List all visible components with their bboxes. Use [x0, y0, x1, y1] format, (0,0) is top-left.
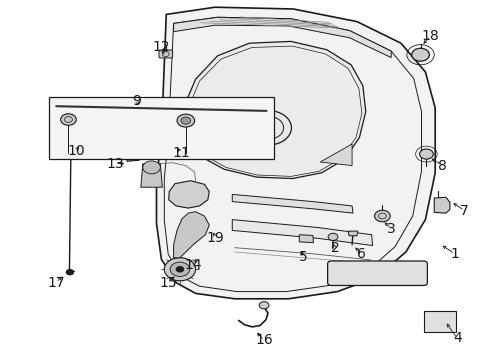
- Circle shape: [61, 114, 76, 125]
- Polygon shape: [168, 181, 209, 208]
- Text: 17: 17: [47, 276, 65, 289]
- Circle shape: [244, 111, 291, 145]
- Text: 9: 9: [132, 94, 141, 108]
- Circle shape: [177, 114, 194, 127]
- Text: K: K: [263, 123, 269, 131]
- Polygon shape: [232, 194, 352, 213]
- Polygon shape: [178, 41, 365, 179]
- Text: 10: 10: [67, 144, 84, 158]
- Text: 12: 12: [152, 40, 170, 54]
- Polygon shape: [173, 212, 209, 258]
- Circle shape: [142, 161, 160, 174]
- Circle shape: [411, 48, 428, 61]
- Polygon shape: [320, 144, 351, 166]
- Text: 13: 13: [106, 157, 123, 171]
- Circle shape: [127, 155, 134, 160]
- Text: 5: 5: [298, 251, 307, 264]
- Circle shape: [66, 269, 74, 275]
- Polygon shape: [299, 235, 313, 243]
- Text: 11: 11: [172, 146, 189, 160]
- Bar: [424, 311, 455, 332]
- Circle shape: [419, 149, 432, 159]
- Text: 4: 4: [452, 332, 461, 345]
- Polygon shape: [156, 7, 434, 299]
- Polygon shape: [433, 197, 449, 213]
- Polygon shape: [173, 17, 390, 58]
- Text: 14: 14: [184, 258, 202, 271]
- Text: 8: 8: [437, 159, 446, 172]
- Circle shape: [181, 117, 190, 124]
- Text: 18: 18: [421, 29, 438, 43]
- Polygon shape: [141, 164, 162, 187]
- Polygon shape: [126, 154, 139, 161]
- Circle shape: [259, 302, 268, 309]
- Circle shape: [374, 210, 389, 222]
- Polygon shape: [347, 231, 357, 236]
- Circle shape: [176, 266, 183, 272]
- Circle shape: [164, 258, 195, 281]
- FancyBboxPatch shape: [327, 261, 427, 285]
- Text: 3: 3: [386, 222, 395, 235]
- Text: 6: 6: [357, 247, 366, 261]
- Text: 2: 2: [330, 242, 339, 255]
- Bar: [49, 97, 273, 159]
- Text: 15: 15: [160, 276, 177, 289]
- Circle shape: [170, 262, 189, 276]
- Circle shape: [327, 233, 337, 240]
- Text: 19: 19: [206, 231, 224, 244]
- FancyBboxPatch shape: [159, 50, 172, 58]
- Text: 16: 16: [255, 333, 272, 347]
- Polygon shape: [232, 220, 372, 246]
- Text: 1: 1: [449, 247, 458, 261]
- Text: 7: 7: [459, 204, 468, 217]
